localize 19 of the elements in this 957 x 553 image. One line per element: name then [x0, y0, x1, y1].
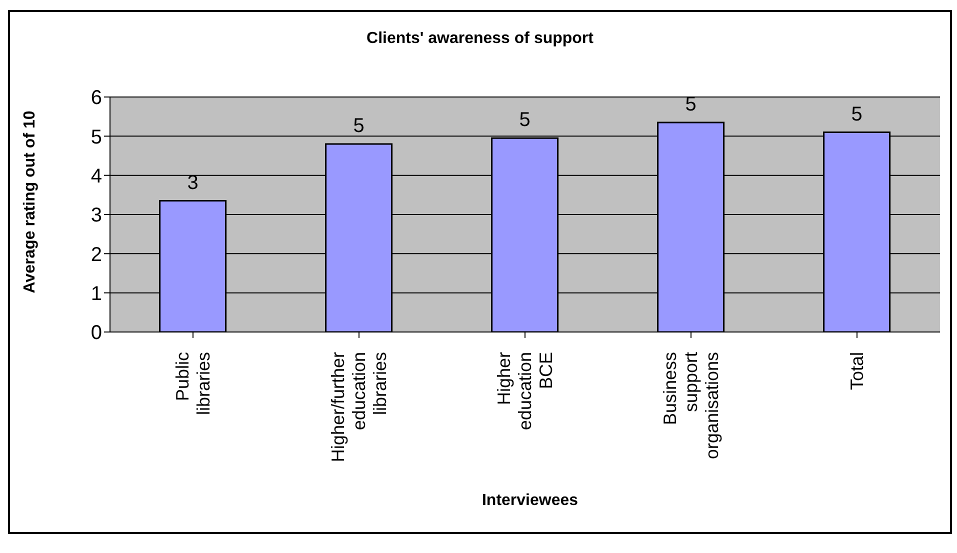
- y-tick-label: 3: [90, 204, 102, 227]
- y-axis-title: Average rating out of 10: [21, 110, 39, 294]
- x-tick-label: Business support organisations: [660, 352, 722, 460]
- x-tick-label: Higher/further education libraries: [328, 352, 390, 462]
- data-label: 5: [519, 109, 530, 132]
- y-tick-label: 2: [90, 244, 102, 266]
- x-tick-label: Total: [847, 352, 867, 390]
- x-axis-title: Interviewees: [480, 492, 580, 510]
- chart-title: Clients' awareness of support: [366, 30, 594, 48]
- y-tick-label: 6: [90, 87, 102, 110]
- data-label: 5: [851, 103, 862, 126]
- x-tick-label: Public libraries: [172, 352, 214, 416]
- x-tick-label: Higher education BCE: [494, 352, 556, 430]
- y-tick-label: 5: [90, 126, 102, 148]
- data-label: 5: [353, 115, 364, 137]
- y-tick-label: 4: [90, 165, 102, 188]
- data-label: 3: [187, 172, 198, 194]
- y-tick-label: 1: [90, 282, 102, 305]
- y-tick-label: 0: [90, 322, 102, 344]
